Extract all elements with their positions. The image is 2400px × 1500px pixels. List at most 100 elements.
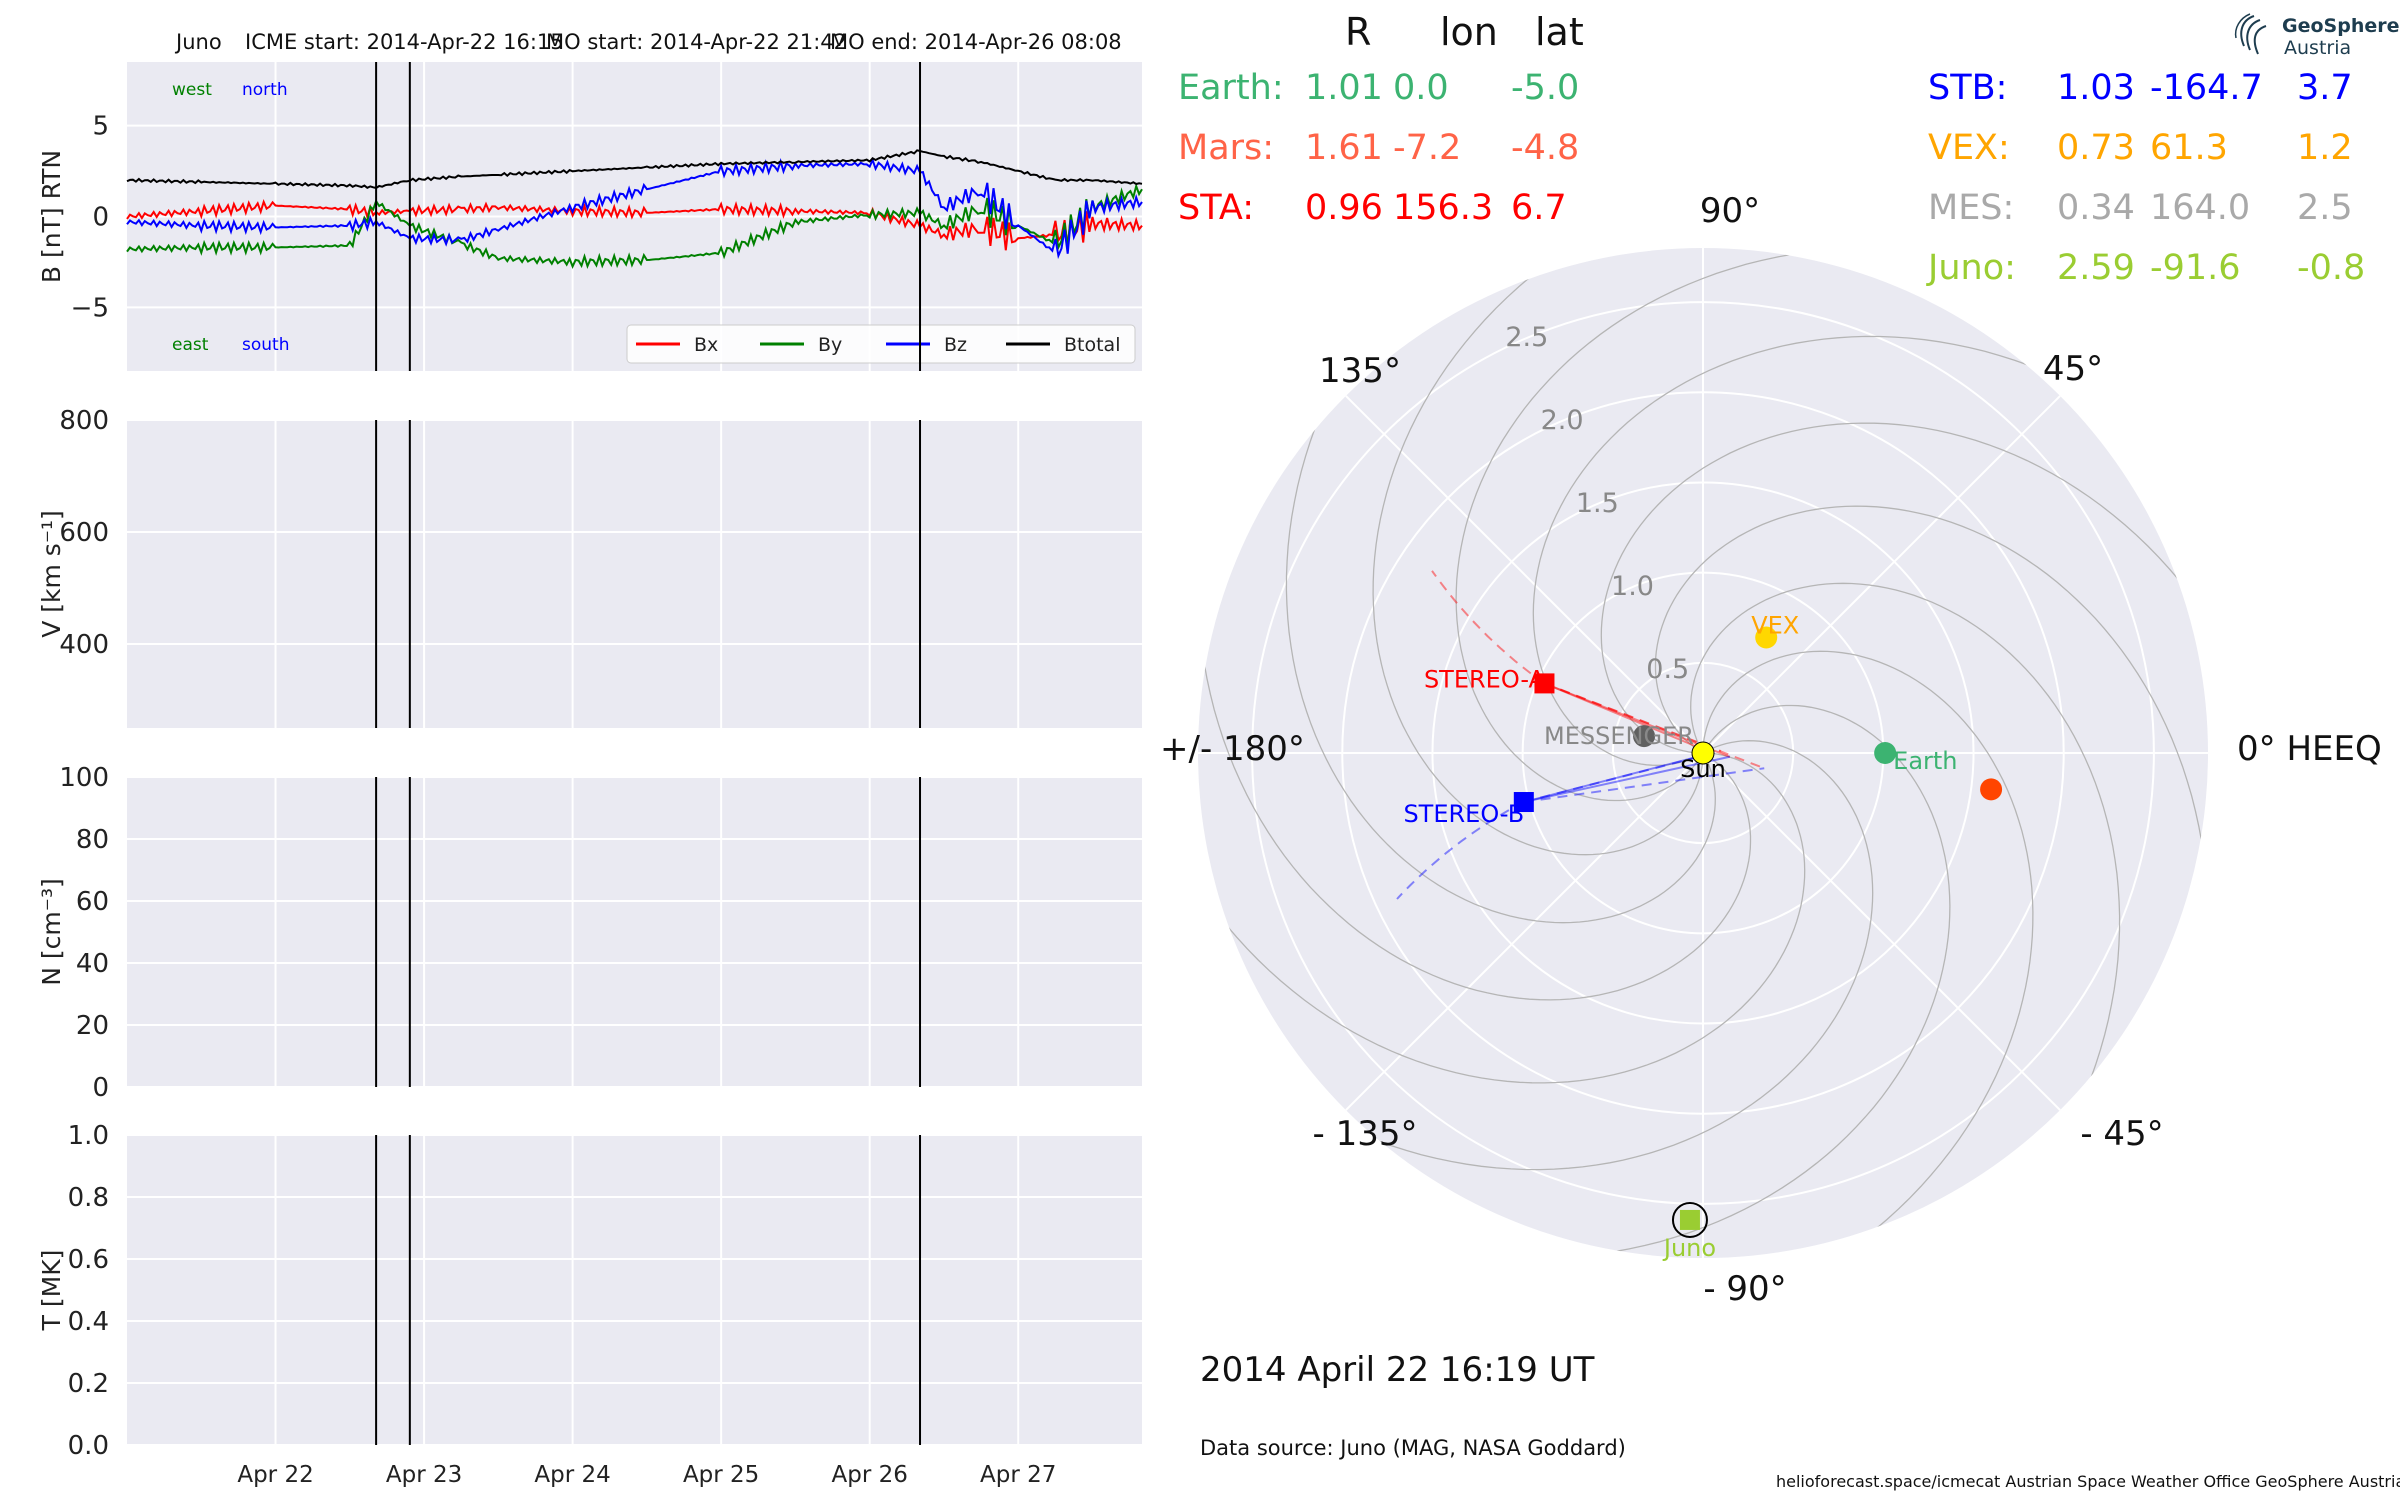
- legend: Bx By Bz Btotal: [626, 324, 1136, 364]
- x-tick-label: Apr 27: [980, 1462, 1056, 1488]
- y-tick-label: 80: [76, 825, 109, 855]
- y-tick-label: 40: [76, 949, 109, 979]
- y-tick-label: 0.2: [68, 1369, 109, 1399]
- y-tick-label: 1.0: [68, 1121, 109, 1151]
- panel-background: [127, 420, 1142, 728]
- y-tick-label: 0.6: [68, 1245, 109, 1275]
- angle-label-m45: - 45°: [2080, 1114, 2163, 1154]
- body-label-messenger: MESSENGER: [1544, 722, 1694, 750]
- angle-label-45: 45°: [2043, 349, 2103, 389]
- annotation-south: south: [242, 335, 289, 355]
- angular-gridline: [1345, 395, 1704, 754]
- footer-credits: helioforecast.space/icmecat Austrian Spa…: [1776, 1472, 2400, 1491]
- body-marker-sun: [1691, 741, 1715, 765]
- right-row-1-cell-2: 61.3: [2150, 128, 2228, 168]
- field-line-outer: [1396, 801, 1525, 900]
- y-tick-label: 800: [59, 406, 109, 436]
- right-row-3-cell-2: -91.6: [2150, 248, 2241, 288]
- field-line: [1544, 682, 1713, 754]
- left-row-1-cell-3: -4.8: [1511, 128, 1580, 168]
- body-label-vex: VEX: [1751, 612, 1799, 640]
- data-source: Data source: Juno (MAG, NASA Goddard): [1200, 1436, 1626, 1460]
- body-label-stereo-b: STEREO-B: [1403, 800, 1524, 828]
- panel-background: [127, 777, 1142, 1087]
- body-marker-stereo-a: [1534, 673, 1555, 694]
- r-tick-label: 2.0: [1541, 405, 1584, 436]
- left-row-2-cell-0: STA:: [1178, 188, 1254, 228]
- right-row-1-cell-1: 0.73: [2057, 128, 2135, 168]
- table-col-r: R: [1345, 10, 1372, 54]
- right-row-1-cell-3: 1.2: [2297, 128, 2353, 168]
- parker-spirals: [1198, 248, 2208, 1258]
- y-axis-label: B [nT] RTN: [37, 150, 66, 283]
- legend-label-btotal: Btotal: [1064, 334, 1120, 356]
- field-line-outer: [1431, 570, 1546, 685]
- y-tick-label: 100: [59, 763, 109, 793]
- y-tick-label: 0: [92, 203, 109, 233]
- legend-label-bx: Bx: [694, 334, 718, 356]
- y-tick-label: 0.4: [68, 1307, 109, 1337]
- right-row-1-cell-0: VEX:: [1928, 128, 2010, 168]
- parker-spiral: [1372, 248, 1728, 856]
- field-line: [1523, 767, 1765, 804]
- x-tick-label: Apr 23: [386, 1462, 462, 1488]
- body-label-juno: Juno: [1662, 1234, 1716, 1262]
- right-row-2-cell-0: MES:: [1928, 188, 2015, 228]
- y-tick-label: 400: [59, 630, 109, 660]
- body-label-stereo-a: STEREO-A: [1424, 665, 1546, 693]
- logo-line2: Austria: [2284, 37, 2352, 59]
- field-line: [1523, 755, 1731, 803]
- header-mo-end: MO end: 2014-Apr-26 08:08: [830, 30, 1122, 54]
- legend-label-by: By: [818, 334, 842, 356]
- annotation-east: east: [172, 335, 209, 355]
- body-marker-mars: [1980, 778, 2003, 801]
- left-row-0-cell-2: 0.0: [1393, 68, 1449, 108]
- left-row-0-cell-3: -5.0: [1511, 68, 1580, 108]
- y-axis-label: N [cm⁻³]: [37, 878, 66, 985]
- left-row-0-cell-0: Earth:: [1178, 68, 1284, 108]
- y-tick-label: −5: [71, 293, 109, 323]
- body-label-earth: Earth: [1893, 747, 1957, 775]
- y-tick-label: 0.0: [68, 1431, 109, 1461]
- body-stereo-b: STEREO-B: [1403, 792, 1534, 828]
- geosphere-logo-icon: [2234, 13, 2267, 55]
- y-tick-label: 0.8: [68, 1183, 109, 1213]
- x-tick-label: Apr 26: [831, 1462, 907, 1488]
- body-marker-earth: [1874, 742, 1897, 764]
- annotation-west: west: [172, 80, 212, 100]
- parker-spiral: [1393, 704, 1951, 1258]
- series-line-by: [126, 182, 1143, 269]
- annotation-north: north: [242, 80, 288, 100]
- parker-spiral: [1198, 740, 1874, 1171]
- field-line: [1544, 682, 1765, 770]
- left-row-2-cell-1: 0.96: [1305, 188, 1383, 228]
- panel-temperature: 0.0 0.2 0.4 0.6 0.8 1.0 T [MK] Apr 22 Apr 23 Apr …: [37, 1121, 1142, 1488]
- body-marker-stereo-b: [1513, 792, 1534, 813]
- y-tick-label: 600: [59, 518, 109, 548]
- parker-spiral: [1198, 443, 1752, 1001]
- logo-line1: GeoSphere: [2282, 15, 2400, 37]
- angle-label-180: +/- 180°: [1160, 729, 1305, 769]
- y-tick-label: 5: [92, 112, 109, 142]
- header-icme-start: ICME start: 2014-Apr-22 16:15: [245, 30, 564, 54]
- legend-box: [626, 324, 1136, 364]
- geosphere-logo: [2232, 12, 2276, 62]
- table-col-lon: lon: [1440, 10, 1498, 54]
- y-tick-label: 20: [76, 1011, 109, 1041]
- left-row-1-cell-0: Mars:: [1178, 128, 1275, 168]
- body-stereo-a: STEREO-A: [1424, 665, 1555, 694]
- right-row-0-cell-0: STB:: [1928, 68, 2008, 108]
- series-line-bz: [126, 157, 1143, 260]
- series-line-btotal: [126, 149, 1143, 190]
- angle-label-0: 0° HEEQ: [2237, 729, 2382, 769]
- parker-spiral: [1285, 248, 1716, 924]
- series-line-bx: [126, 199, 1143, 251]
- r-tick-label: 0.5: [1646, 654, 1689, 685]
- angle-label-135: 135°: [1319, 351, 1401, 391]
- parker-spiral: [1455, 248, 2013, 802]
- parker-spiral: [1678, 650, 2034, 1258]
- field-lines-stereo-b: [1396, 750, 1765, 900]
- body-marker-vex: [1755, 626, 1778, 649]
- time-series-panels: −5 0 5 B [nT] RTN west north east south Bx By Bz Bt…: [37, 62, 1143, 1488]
- parker-spiral: [1654, 505, 2208, 1063]
